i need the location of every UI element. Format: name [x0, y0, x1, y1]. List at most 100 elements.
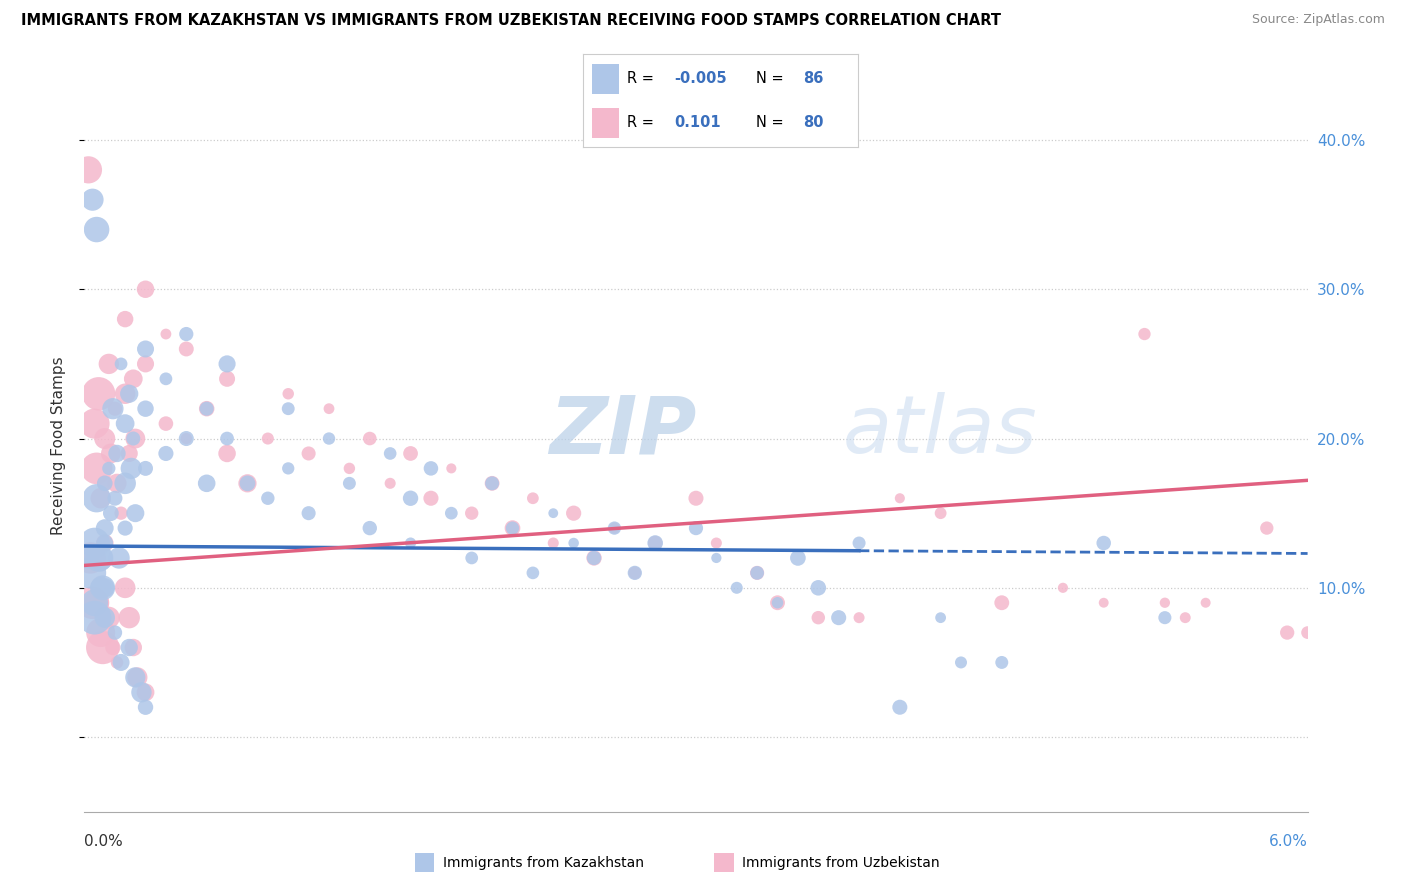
Point [399, 491, 422, 506]
Text: ZIP: ZIP [550, 392, 696, 470]
Text: 80: 80 [803, 115, 824, 130]
Point [135, 685, 157, 699]
Point [86, 222, 108, 236]
Point [124, 432, 146, 446]
Point [399, 536, 422, 550]
Point [950, 656, 973, 670]
Point [87, 551, 110, 566]
Point [440, 506, 463, 520]
Point [1133, 326, 1156, 341]
Point [100, 446, 122, 460]
Point [93, 581, 117, 595]
Point [118, 610, 141, 624]
Text: R =: R = [627, 71, 659, 87]
Point [766, 596, 789, 610]
Point [82, 596, 104, 610]
Point [644, 536, 666, 550]
Point [118, 446, 141, 460]
Point [124, 670, 146, 684]
Point [122, 640, 145, 655]
Point [991, 656, 1014, 670]
Point [339, 476, 361, 491]
Point [93, 536, 117, 550]
Point [155, 417, 177, 431]
Point [277, 386, 299, 401]
Point [101, 401, 124, 416]
Point [90, 491, 112, 506]
Point [97, 610, 120, 624]
Point [105, 656, 128, 670]
Point [83, 596, 105, 610]
Point [807, 581, 830, 595]
Point [1092, 536, 1115, 550]
Point [277, 461, 299, 475]
Point [440, 461, 463, 475]
Point [114, 476, 136, 491]
Point [624, 566, 647, 580]
Point [236, 476, 259, 491]
Point [93, 610, 117, 624]
Point [135, 401, 157, 416]
Point [82, 551, 104, 566]
Point [87, 386, 110, 401]
Point [90, 625, 112, 640]
Point [420, 491, 443, 506]
Point [77, 551, 100, 566]
Point [176, 326, 198, 341]
Point [195, 476, 218, 491]
Point [1154, 610, 1177, 624]
Point [110, 357, 132, 371]
Point [420, 461, 443, 475]
Point [176, 342, 198, 356]
Point [90, 551, 112, 566]
Point [706, 536, 728, 550]
Point [1277, 625, 1299, 640]
Text: Immigrants from Uzbekistan: Immigrants from Uzbekistan [742, 856, 941, 871]
Point [155, 326, 177, 341]
Point [725, 581, 748, 595]
Point [889, 491, 911, 506]
Point [257, 432, 280, 446]
Point [83, 536, 105, 550]
Point [502, 521, 524, 535]
Point [1052, 581, 1074, 595]
Point [848, 536, 870, 550]
Point [118, 640, 141, 655]
Point [135, 282, 157, 296]
Point [277, 401, 299, 416]
Point [380, 476, 402, 491]
Text: 0.101: 0.101 [673, 115, 721, 130]
Point [461, 506, 484, 520]
Point [562, 536, 585, 550]
Point [399, 446, 422, 460]
Point [522, 566, 544, 580]
Point [461, 551, 484, 566]
Point [624, 566, 647, 580]
Text: 0.0%: 0.0% [84, 834, 124, 849]
Point [155, 446, 177, 460]
Point [131, 685, 153, 699]
Point [685, 491, 707, 506]
Point [929, 506, 952, 520]
Point [90, 581, 112, 595]
Point [747, 566, 769, 580]
Point [502, 521, 524, 535]
Point [543, 506, 565, 520]
Point [79, 566, 101, 580]
Point [97, 357, 120, 371]
Point [86, 461, 108, 475]
Point [1092, 596, 1115, 610]
Point [543, 536, 565, 550]
Point [1256, 521, 1278, 535]
Point [135, 700, 157, 714]
Point [359, 432, 381, 446]
Point [380, 446, 402, 460]
Text: Source: ZipAtlas.com: Source: ZipAtlas.com [1251, 13, 1385, 27]
Y-axis label: Receiving Food Stamps: Receiving Food Stamps [51, 357, 66, 535]
Point [359, 521, 381, 535]
Point [685, 521, 707, 535]
Point [766, 596, 789, 610]
Point [97, 461, 120, 475]
Point [706, 551, 728, 566]
Point [105, 446, 128, 460]
